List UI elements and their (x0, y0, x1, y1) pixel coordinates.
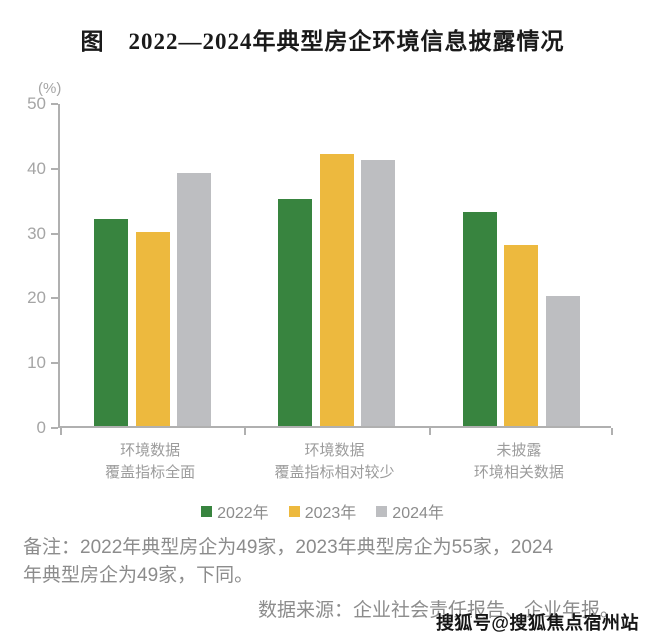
y-tick-mark-20 (51, 297, 58, 300)
bar-2024年-group3 (545, 296, 580, 426)
legend-label: 2023年 (304, 505, 357, 522)
footnote: 备注：2022年典型房企为49家，2023年典型房企为55家，2024 年典型房… (23, 534, 629, 590)
legend-item-2023年: 2023年 (288, 499, 357, 523)
legend-item-2022年: 2022年 (201, 499, 269, 523)
category-label-1: 环境数据覆盖指标全面 (58, 440, 242, 484)
bar-2022年-group2 (278, 199, 313, 426)
legend-label: 2022年 (217, 505, 269, 522)
bar-2022年-group1 (94, 218, 128, 426)
category-label-2-line2: 覆盖指标相对较少 (274, 464, 395, 481)
y-tick-mark-10 (51, 362, 58, 365)
y-tick-mark-0 (51, 427, 58, 429)
y-tick-label-40: 40 (27, 158, 46, 178)
y-tick-mark-30 (51, 232, 58, 235)
data-source-text: 数据来源：企业社会责任报告、企业年报。 (258, 600, 620, 621)
y-tick-mark-50 (51, 103, 58, 105)
category-label-3-line2: 环境相关数据 (473, 464, 564, 481)
plot-area: 0 10 20 30 40 50 (27, 94, 613, 437)
x-tick-mark-3 (611, 428, 613, 435)
x-tick-mark-0 (60, 428, 62, 435)
bar-2023年-group3 (504, 244, 539, 426)
bar-2024年-group1 (177, 173, 211, 426)
category-label-3-line1: 未披露 (496, 442, 542, 459)
legend-swatch-icon (288, 505, 300, 517)
footnote-line2: 年典型房企为49家，下同。 (23, 565, 254, 586)
x-tick-mark-2 (428, 428, 431, 435)
chart-legend: 2022年 2023年 2024年 (0, 499, 645, 523)
x-tick-mark-1 (244, 428, 247, 435)
category-label-2-line1: 环境数据 (304, 442, 365, 459)
y-tick-label-30: 30 (27, 223, 46, 243)
chart-title: 图 2022—2024年典型房企环境信息披露情况 (80, 29, 565, 54)
y-axis-unit-label: (%) (38, 80, 62, 97)
category-label-2: 环境数据覆盖指标相对较少 (242, 440, 426, 484)
y-tick-mark-40 (51, 167, 58, 170)
footnote-line1: 备注：2022年典型房企为49家，2023年典型房企为55家，2024 (23, 537, 554, 558)
category-label-1-line2: 覆盖指标全面 (105, 464, 196, 481)
bar-2023年-group1 (135, 231, 170, 426)
bar-2022年-group3 (462, 212, 497, 426)
y-tick-label-20: 20 (27, 288, 46, 308)
legend-item-2024年: 2024年 (376, 499, 444, 523)
legend-label: 2024年 (392, 505, 444, 522)
legend-swatch-icon (376, 505, 388, 517)
x-axis-category-labels: 环境数据 覆盖指标全面 环境数据 覆盖指标相对较少 未披露 环境相关数据 (58, 440, 611, 484)
y-tick-label-50: 50 (27, 94, 46, 113)
y-tick-label-0: 0 (36, 418, 46, 437)
category-label-3: 未披露 环境相关数据 (427, 440, 611, 484)
category-label-1-line1: 环境数据 (120, 442, 181, 459)
bar-2024年-group2 (361, 160, 396, 426)
watermark-text: 搜狐号@搜狐焦点宿州站 (435, 613, 639, 633)
bar-2023年-group2 (319, 153, 354, 426)
legend-swatch-icon (201, 505, 213, 517)
y-tick-label-10: 10 (27, 353, 46, 373)
